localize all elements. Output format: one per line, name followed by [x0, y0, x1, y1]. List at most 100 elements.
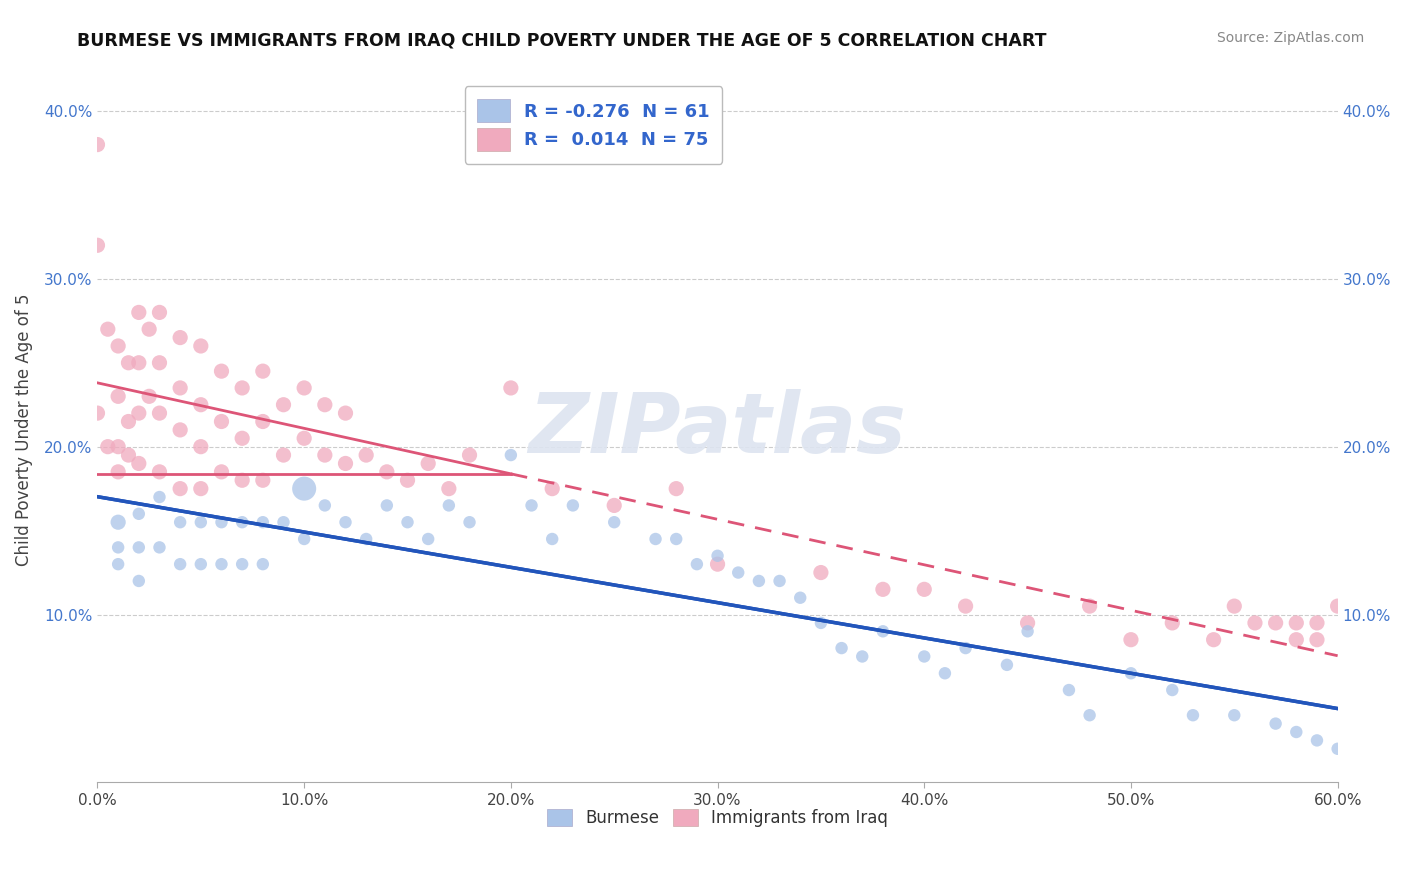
Point: [375, 499, 398, 513]
Point: [169, 381, 191, 395]
Point: [138, 389, 160, 403]
Point: [128, 541, 150, 555]
Point: [335, 457, 357, 471]
Point: [1285, 725, 1308, 739]
Point: [190, 440, 212, 454]
Point: [1326, 599, 1348, 614]
Point: [872, 624, 894, 639]
Point: [314, 499, 336, 513]
Point: [292, 532, 315, 546]
Point: [1202, 632, 1225, 647]
Point: [148, 356, 170, 370]
Point: [107, 465, 129, 479]
Point: [1223, 599, 1246, 614]
Point: [810, 615, 832, 630]
Point: [499, 381, 522, 395]
Point: [128, 507, 150, 521]
Point: [169, 423, 191, 437]
Point: [1326, 741, 1348, 756]
Point: [603, 499, 626, 513]
Point: [727, 566, 749, 580]
Point: [97, 440, 120, 454]
Point: [107, 515, 129, 529]
Point: [314, 398, 336, 412]
Point: [148, 305, 170, 319]
Point: [1057, 683, 1080, 698]
Point: [644, 532, 666, 546]
Point: [252, 364, 274, 378]
Point: [273, 515, 295, 529]
Point: [138, 322, 160, 336]
Point: [117, 356, 139, 370]
Point: [1161, 615, 1184, 630]
Point: [128, 457, 150, 471]
Point: [458, 515, 481, 529]
Point: [437, 499, 460, 513]
Point: [396, 515, 419, 529]
Point: [292, 431, 315, 445]
Point: [912, 582, 935, 597]
Point: [107, 440, 129, 454]
Point: [1244, 615, 1267, 630]
Point: [1264, 716, 1286, 731]
Point: [995, 657, 1018, 672]
Point: [768, 574, 790, 588]
Point: [1223, 708, 1246, 723]
Point: [1306, 615, 1329, 630]
Point: [169, 330, 191, 344]
Point: [190, 482, 212, 496]
Point: [1285, 615, 1308, 630]
Point: [335, 515, 357, 529]
Point: [541, 482, 564, 496]
Point: [789, 591, 811, 605]
Point: [231, 431, 253, 445]
Point: [190, 398, 212, 412]
Point: [117, 448, 139, 462]
Point: [851, 649, 873, 664]
Point: [107, 389, 129, 403]
Point: [665, 532, 688, 546]
Point: [418, 457, 440, 471]
Point: [86, 406, 108, 420]
Point: [128, 356, 150, 370]
Point: [1181, 708, 1204, 723]
Point: [1306, 733, 1329, 747]
Point: [128, 305, 150, 319]
Point: [335, 406, 357, 420]
Point: [354, 448, 377, 462]
Point: [1078, 599, 1101, 614]
Point: [1119, 632, 1142, 647]
Point: [128, 406, 150, 420]
Point: [148, 465, 170, 479]
Point: [252, 515, 274, 529]
Point: [1306, 632, 1329, 647]
Point: [375, 465, 398, 479]
Point: [292, 482, 315, 496]
Text: ZIPatlas: ZIPatlas: [529, 390, 907, 470]
Point: [107, 541, 129, 555]
Point: [1078, 708, 1101, 723]
Point: [252, 557, 274, 571]
Point: [354, 532, 377, 546]
Point: [273, 448, 295, 462]
Point: [706, 557, 728, 571]
Point: [273, 398, 295, 412]
Point: [561, 499, 583, 513]
Point: [211, 465, 233, 479]
Point: [86, 238, 108, 252]
Point: [211, 415, 233, 429]
Point: [686, 557, 709, 571]
Legend: Burmese, Immigrants from Iraq: Burmese, Immigrants from Iraq: [540, 803, 894, 834]
Point: [1285, 632, 1308, 647]
Point: [211, 557, 233, 571]
Point: [148, 406, 170, 420]
Point: [211, 364, 233, 378]
Text: Source: ZipAtlas.com: Source: ZipAtlas.com: [1216, 31, 1364, 45]
Point: [1119, 666, 1142, 681]
Point: [1161, 683, 1184, 698]
Point: [148, 541, 170, 555]
Point: [458, 448, 481, 462]
Point: [252, 415, 274, 429]
Point: [872, 582, 894, 597]
Point: [418, 532, 440, 546]
